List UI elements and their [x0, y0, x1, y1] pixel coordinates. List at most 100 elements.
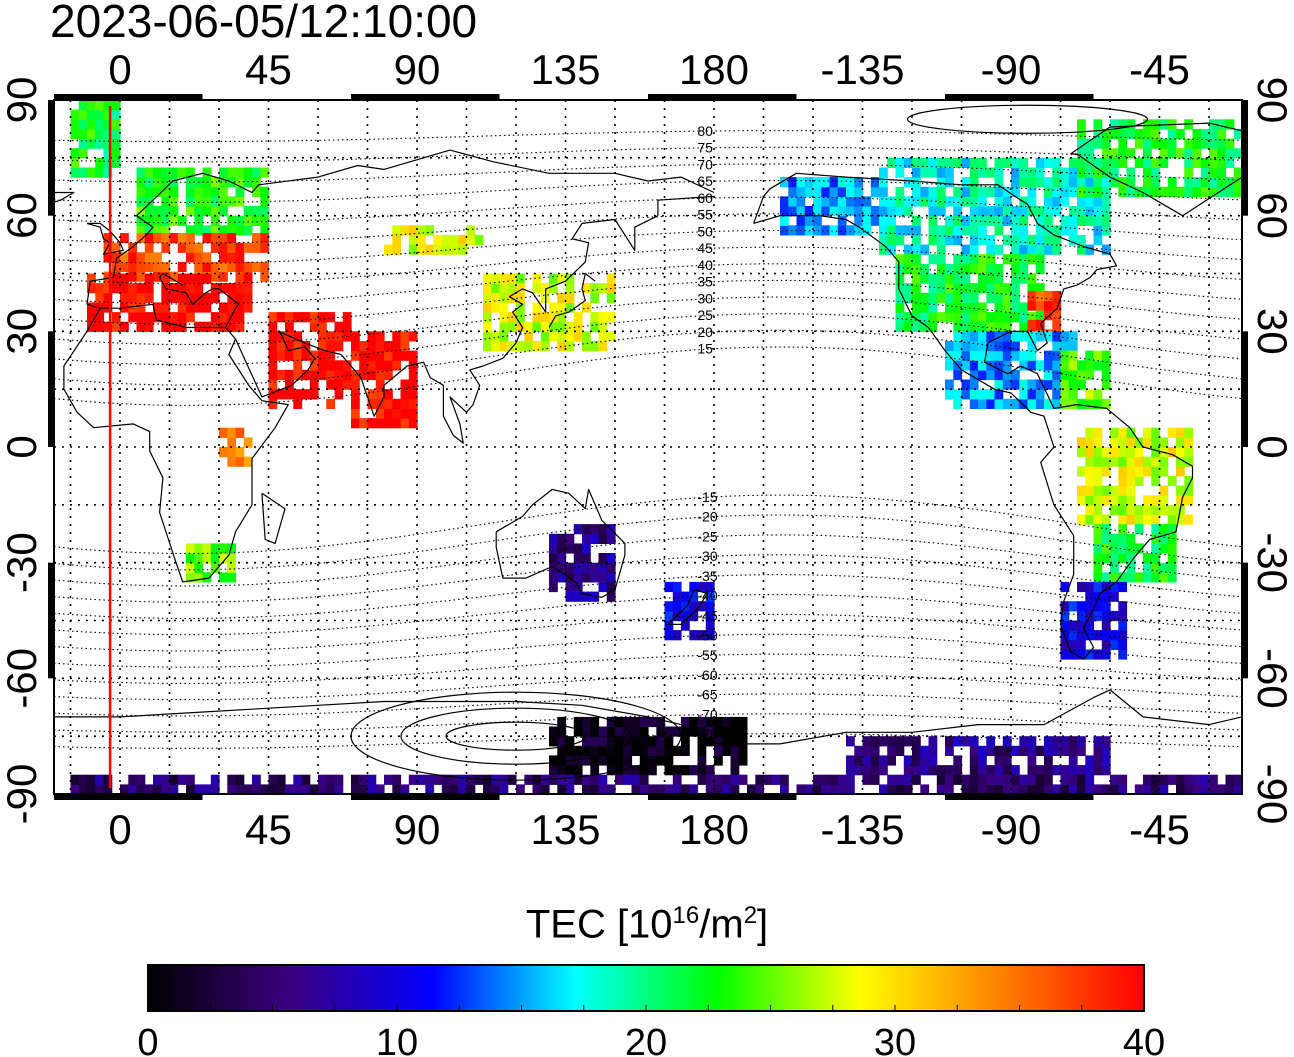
mag-lat-label: -55 — [697, 647, 717, 663]
mag-lat-label: -45 — [697, 608, 717, 624]
lat-tick-left: 60 — [0, 192, 45, 239]
lon-tick-bottom: 180 — [679, 806, 749, 853]
mag-lat-label: -50 — [697, 627, 717, 643]
colorbar-ticks: 0 10 20 30 40 — [137, 1005, 1165, 1057]
mag-lat-label: -60 — [697, 667, 717, 683]
coastline-11 — [54, 191, 75, 203]
lon-tick-top: 0 — [108, 46, 131, 93]
mag-lat-label: -40 — [697, 588, 717, 604]
mag-lat-label: 20 — [697, 324, 713, 340]
tec-region-south-africa — [186, 543, 237, 583]
mag-lat-label: -20 — [697, 509, 717, 525]
colorbar-tick-label: 30 — [874, 1022, 916, 1057]
coastline-2 — [159, 272, 240, 328]
mag-lat-label: 80 — [697, 123, 713, 139]
lat-lon-grid — [54, 100, 1242, 794]
tec-region-antarctica-dark — [549, 716, 748, 776]
tec-region-canada — [879, 157, 1111, 255]
colorbar-tick-label: 40 — [1123, 1022, 1165, 1057]
colorbar-tick-label: 10 — [376, 1022, 418, 1057]
lat-tick-left: -90 — [0, 764, 45, 825]
lon-tick-top: 135 — [530, 46, 600, 93]
map-frame — [48, 94, 1248, 800]
mag-lat-label: -30 — [697, 548, 717, 564]
mag-lat-label: -25 — [697, 528, 717, 544]
lat-tick-left: 90 — [0, 77, 45, 124]
south-mag-pole-contour-2 — [350, 691, 682, 781]
mag-lat-label: 75 — [697, 140, 713, 156]
lon-tick-bottom: 45 — [245, 806, 292, 853]
lat-tick-right: 60 — [1249, 192, 1294, 239]
lat-tick-right: 0 — [1249, 435, 1294, 458]
colorbar-title: TEC [1016/m2] — [525, 902, 769, 947]
mag-lat-label: 35 — [697, 274, 713, 290]
mag-lat-label: 55 — [697, 207, 713, 223]
colorbar-tick-label: 20 — [625, 1022, 667, 1057]
tec-region-alaska — [780, 177, 880, 236]
tec-region-usa — [895, 254, 1045, 332]
lat-tick-right: -60 — [1249, 648, 1294, 709]
lat-tick-left: 30 — [0, 308, 45, 355]
lat-tick-right: 90 — [1249, 77, 1294, 124]
colorbar-tick-label: 0 — [137, 1022, 158, 1057]
tec-region-north-pole-cap-west — [70, 100, 121, 178]
lat-tick-left: -30 — [0, 532, 45, 593]
coastline-6 — [667, 589, 709, 626]
tec-colorbar: 0 10 20 30 40 — [137, 964, 1165, 1057]
tec-region-south-pole-band — [70, 774, 1242, 794]
coastline-12 — [261, 492, 286, 545]
lat-tick-right: -30 — [1249, 532, 1294, 593]
axis-tick-labels: 0 0 45 45 90 90 135 135 180 180 -135 -135 -90 -90 -45 -… — [0, 46, 1294, 853]
mag-lat-label: 30 — [697, 290, 713, 306]
mag-lat-label: 40 — [697, 257, 713, 273]
mag-lat-label: 15 — [697, 341, 713, 357]
mag-lat-label: 70 — [697, 156, 713, 172]
mag-lat-label: -65 — [697, 687, 717, 703]
tec-region-antarctica-west — [846, 736, 1111, 776]
lon-tick-bottom: -90 — [981, 806, 1042, 853]
lat-tick-left: 0 — [0, 435, 45, 458]
south-mag-pole-contour-0 — [445, 721, 587, 751]
map-timestamp: 2023-06-05/12:10:00 — [50, 0, 478, 47]
lon-tick-top: 45 — [245, 46, 292, 93]
south-mag-pole-contour-1 — [400, 707, 632, 765]
mag-lat-label: -75 — [697, 726, 717, 742]
tec-region-south-america-mid — [1093, 524, 1177, 583]
tec-region-caribbean — [1060, 350, 1111, 409]
coastline-1 — [63, 303, 289, 583]
lon-tick-top: -45 — [1129, 46, 1190, 93]
lat-tick-left: -60 — [0, 648, 45, 709]
north-mag-pole-contour — [906, 104, 1149, 134]
coastline-10 — [86, 222, 124, 255]
lon-tick-top: -90 — [981, 46, 1042, 93]
colorbar-gradient — [147, 964, 1145, 1012]
lon-tick-bottom: 0 — [108, 806, 131, 853]
mag-lat-label: 45 — [697, 240, 713, 256]
mag-lat-label: 50 — [697, 223, 713, 239]
tec-region-middle-east — [268, 312, 352, 409]
tec-region-africa-east — [219, 427, 253, 467]
mag-lat-label: -35 — [697, 568, 717, 584]
mag-lat-label: -70 — [697, 706, 717, 722]
tec-region-china-japan — [483, 273, 616, 352]
mag-lat-label: 25 — [697, 307, 713, 323]
lon-tick-bottom: 90 — [394, 806, 441, 853]
tec-region-central-america — [945, 331, 1078, 409]
tec-world-map: 8075706560555045403530252015-15-20-25-30… — [0, 46, 1294, 853]
coastline-7 — [753, 172, 1194, 660]
tec-region-europe — [103, 233, 270, 282]
lon-tick-bottom: -45 — [1129, 806, 1190, 853]
lon-tick-bottom: 135 — [530, 806, 600, 853]
tec-data-layer — [70, 100, 1242, 794]
lat-tick-right: 30 — [1249, 308, 1294, 355]
coastline-3 — [234, 195, 715, 444]
coastline-5 — [495, 488, 626, 599]
lon-tick-top: 180 — [679, 46, 749, 93]
lat-tick-right: -90 — [1249, 764, 1294, 825]
lon-tick-top: 90 — [394, 46, 441, 93]
tec-region-south-america-north — [1077, 427, 1194, 525]
lon-tick-top: -135 — [820, 46, 904, 93]
mag-lat-label: 60 — [697, 190, 713, 206]
tec-region-scandinavia — [136, 167, 270, 236]
